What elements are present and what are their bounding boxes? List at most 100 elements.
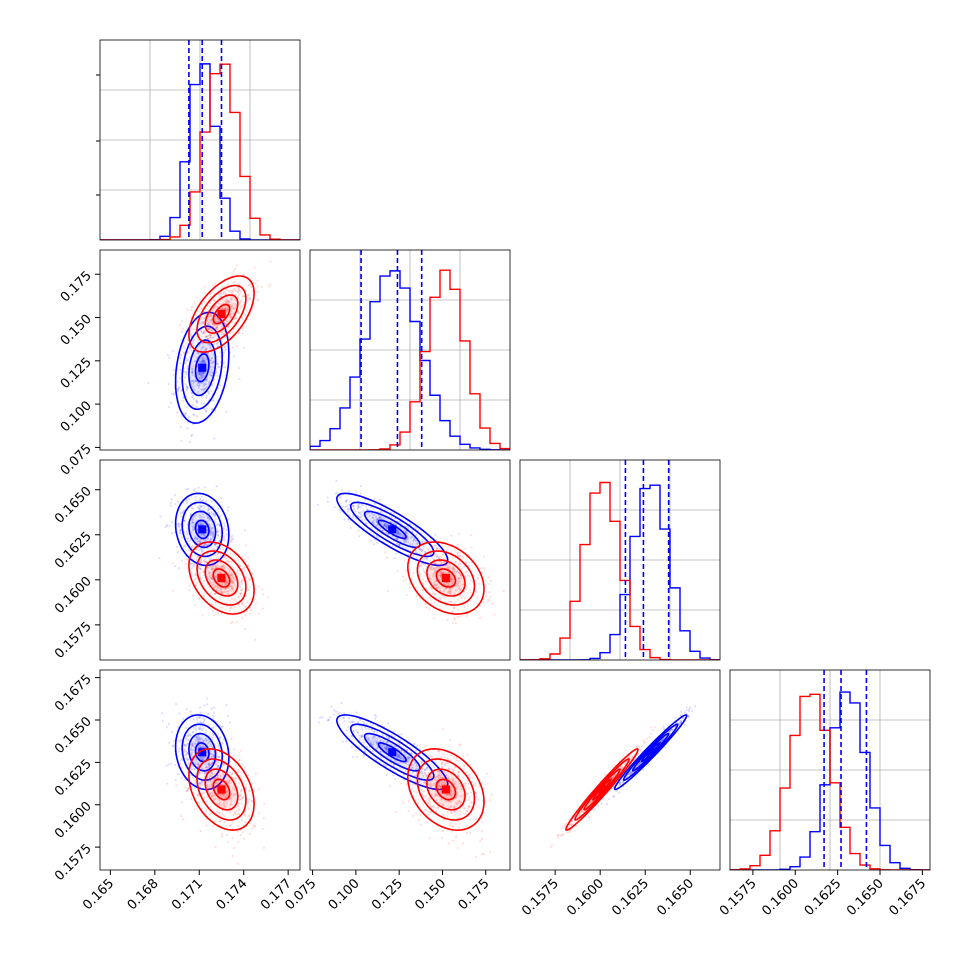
- sample-point: [173, 565, 177, 568]
- sample-point: [412, 555, 415, 558]
- sample-point: [211, 553, 214, 556]
- sample-point: [647, 763, 650, 766]
- sample-point: [202, 356, 205, 359]
- sample-point: [199, 498, 202, 501]
- sample-point: [236, 768, 240, 772]
- sample-point: [228, 570, 231, 573]
- sample-point: [489, 595, 492, 598]
- sample-point: [452, 567, 455, 570]
- sample-point: [662, 737, 665, 740]
- sample-point: [481, 853, 484, 856]
- sample-point: [240, 602, 243, 605]
- sample-point: [382, 763, 385, 766]
- sample-point: [200, 544, 203, 547]
- sample-point: [210, 567, 213, 570]
- sample-point: [203, 796, 206, 799]
- sample-point: [216, 586, 219, 589]
- sample-point: [219, 571, 222, 575]
- sample-point: [202, 721, 205, 724]
- sample-point: [456, 785, 460, 789]
- sample-point: [218, 802, 221, 805]
- sample-point: [222, 778, 226, 781]
- sample-point: [240, 583, 243, 586]
- sample-point: [371, 743, 374, 747]
- sample-point: [434, 582, 437, 586]
- sample-point: [394, 523, 398, 526]
- sample-point: [225, 576, 228, 579]
- sample-point: [215, 325, 219, 329]
- sample-point: [213, 584, 216, 587]
- sample-point: [185, 342, 188, 345]
- sample-point: [449, 800, 453, 804]
- sample-point: [420, 541, 423, 544]
- sample-point: [464, 574, 467, 578]
- sample-point: [240, 802, 243, 805]
- peak-marker: [217, 574, 226, 583]
- sample-point: [219, 561, 222, 564]
- sample-point: [218, 292, 221, 296]
- sample-point: [451, 768, 454, 771]
- sample-point: [238, 782, 241, 785]
- sample-point: [197, 597, 201, 601]
- sample-point: [457, 826, 460, 829]
- sample-point: [205, 824, 208, 827]
- sample-point: [216, 774, 219, 777]
- sample-point: [438, 557, 441, 560]
- sample-point: [452, 789, 455, 792]
- sample-point: [402, 758, 405, 761]
- sample-point: [212, 564, 215, 567]
- sample-point: [435, 555, 438, 558]
- sample-point: [230, 315, 233, 319]
- sample-point: [202, 533, 205, 536]
- sample-point: [451, 575, 454, 578]
- sample-point: [376, 518, 379, 521]
- sample-point: [174, 778, 177, 782]
- sample-point: [205, 768, 208, 772]
- sample-point: [215, 566, 218, 569]
- sample-point: [361, 504, 365, 507]
- sample-point: [198, 504, 201, 507]
- peak-marker: [198, 363, 207, 372]
- contour-line: [194, 353, 210, 383]
- sample-point: [232, 581, 235, 585]
- sample-point: [435, 547, 438, 551]
- sample-point: [218, 384, 222, 387]
- sample-point: [211, 336, 214, 339]
- sample-point: [214, 305, 217, 308]
- sample-point: [468, 805, 471, 809]
- sample-point: [248, 814, 251, 817]
- sample-point: [229, 606, 232, 609]
- sample-point: [195, 577, 198, 580]
- sample-point: [231, 621, 234, 624]
- sample-point: [229, 313, 232, 316]
- sample-point: [368, 727, 371, 731]
- sample-point: [209, 344, 212, 347]
- sample-point: [221, 748, 224, 752]
- sample-point: [453, 810, 456, 814]
- sample-point: [186, 527, 189, 530]
- sample-point: [420, 550, 423, 553]
- sample-point: [191, 369, 194, 372]
- sample-point: [189, 539, 192, 542]
- sample-point: [176, 368, 179, 371]
- sample-point: [200, 330, 203, 333]
- sample-point: [226, 300, 229, 303]
- sample-point: [210, 368, 213, 371]
- sample-point: [397, 756, 400, 759]
- sample-point: [389, 743, 392, 746]
- sample-point: [220, 591, 223, 595]
- sample-point: [257, 788, 260, 791]
- sample-point: [412, 763, 415, 767]
- sample-point: [207, 323, 210, 326]
- sample-point: [211, 527, 214, 530]
- sample-point: [383, 524, 386, 527]
- sample-point: [485, 772, 488, 775]
- sample-point: [187, 548, 190, 551]
- sample-point: [186, 386, 189, 389]
- sample-point: [206, 537, 209, 540]
- sample-point: [239, 592, 242, 595]
- sample-point: [211, 371, 214, 374]
- sample-point: [202, 740, 205, 743]
- sample-point: [201, 499, 204, 502]
- sample-point: [398, 742, 401, 746]
